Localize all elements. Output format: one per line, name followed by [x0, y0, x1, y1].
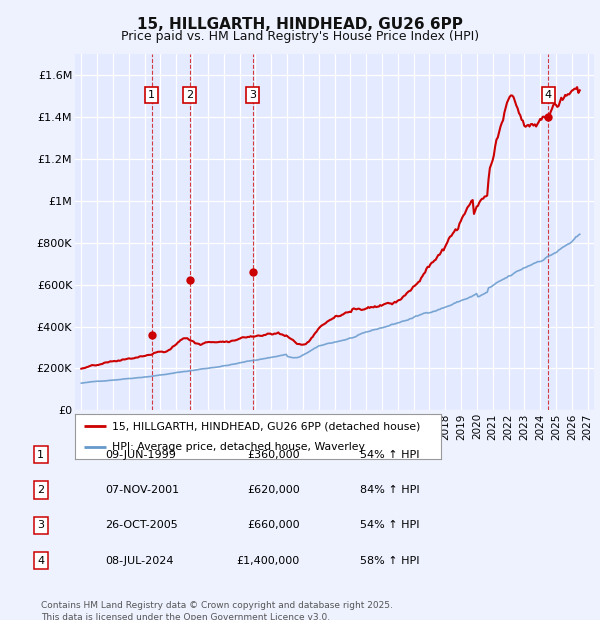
Text: 26-OCT-2005: 26-OCT-2005 [105, 520, 178, 530]
Text: 84% ↑ HPI: 84% ↑ HPI [360, 485, 419, 495]
Text: 3: 3 [37, 520, 44, 530]
Text: £360,000: £360,000 [247, 450, 300, 459]
Text: 4: 4 [545, 90, 552, 100]
Text: £1,400,000: £1,400,000 [237, 556, 300, 565]
Text: This data is licensed under the Open Government Licence v3.0.: This data is licensed under the Open Gov… [41, 613, 330, 620]
Text: 1: 1 [148, 90, 155, 100]
Text: 08-JUL-2024: 08-JUL-2024 [105, 556, 173, 565]
Text: 2: 2 [37, 485, 44, 495]
Text: HPI: Average price, detached house, Waverley: HPI: Average price, detached house, Wave… [112, 441, 364, 452]
Text: 2: 2 [186, 90, 193, 100]
Text: £660,000: £660,000 [247, 520, 300, 530]
Text: 4: 4 [37, 556, 44, 565]
Text: 54% ↑ HPI: 54% ↑ HPI [360, 520, 419, 530]
Text: £620,000: £620,000 [247, 485, 300, 495]
Text: 15, HILLGARTH, HINDHEAD, GU26 6PP: 15, HILLGARTH, HINDHEAD, GU26 6PP [137, 17, 463, 32]
Text: 15, HILLGARTH, HINDHEAD, GU26 6PP (detached house): 15, HILLGARTH, HINDHEAD, GU26 6PP (detac… [112, 421, 420, 432]
Text: 07-NOV-2001: 07-NOV-2001 [105, 485, 179, 495]
Text: 3: 3 [249, 90, 256, 100]
Text: 09-JUN-1999: 09-JUN-1999 [105, 450, 176, 459]
Text: Price paid vs. HM Land Registry's House Price Index (HPI): Price paid vs. HM Land Registry's House … [121, 30, 479, 43]
Text: 1: 1 [37, 450, 44, 459]
Text: Contains HM Land Registry data © Crown copyright and database right 2025.: Contains HM Land Registry data © Crown c… [41, 601, 392, 611]
Text: 54% ↑ HPI: 54% ↑ HPI [360, 450, 419, 459]
Text: 58% ↑ HPI: 58% ↑ HPI [360, 556, 419, 565]
